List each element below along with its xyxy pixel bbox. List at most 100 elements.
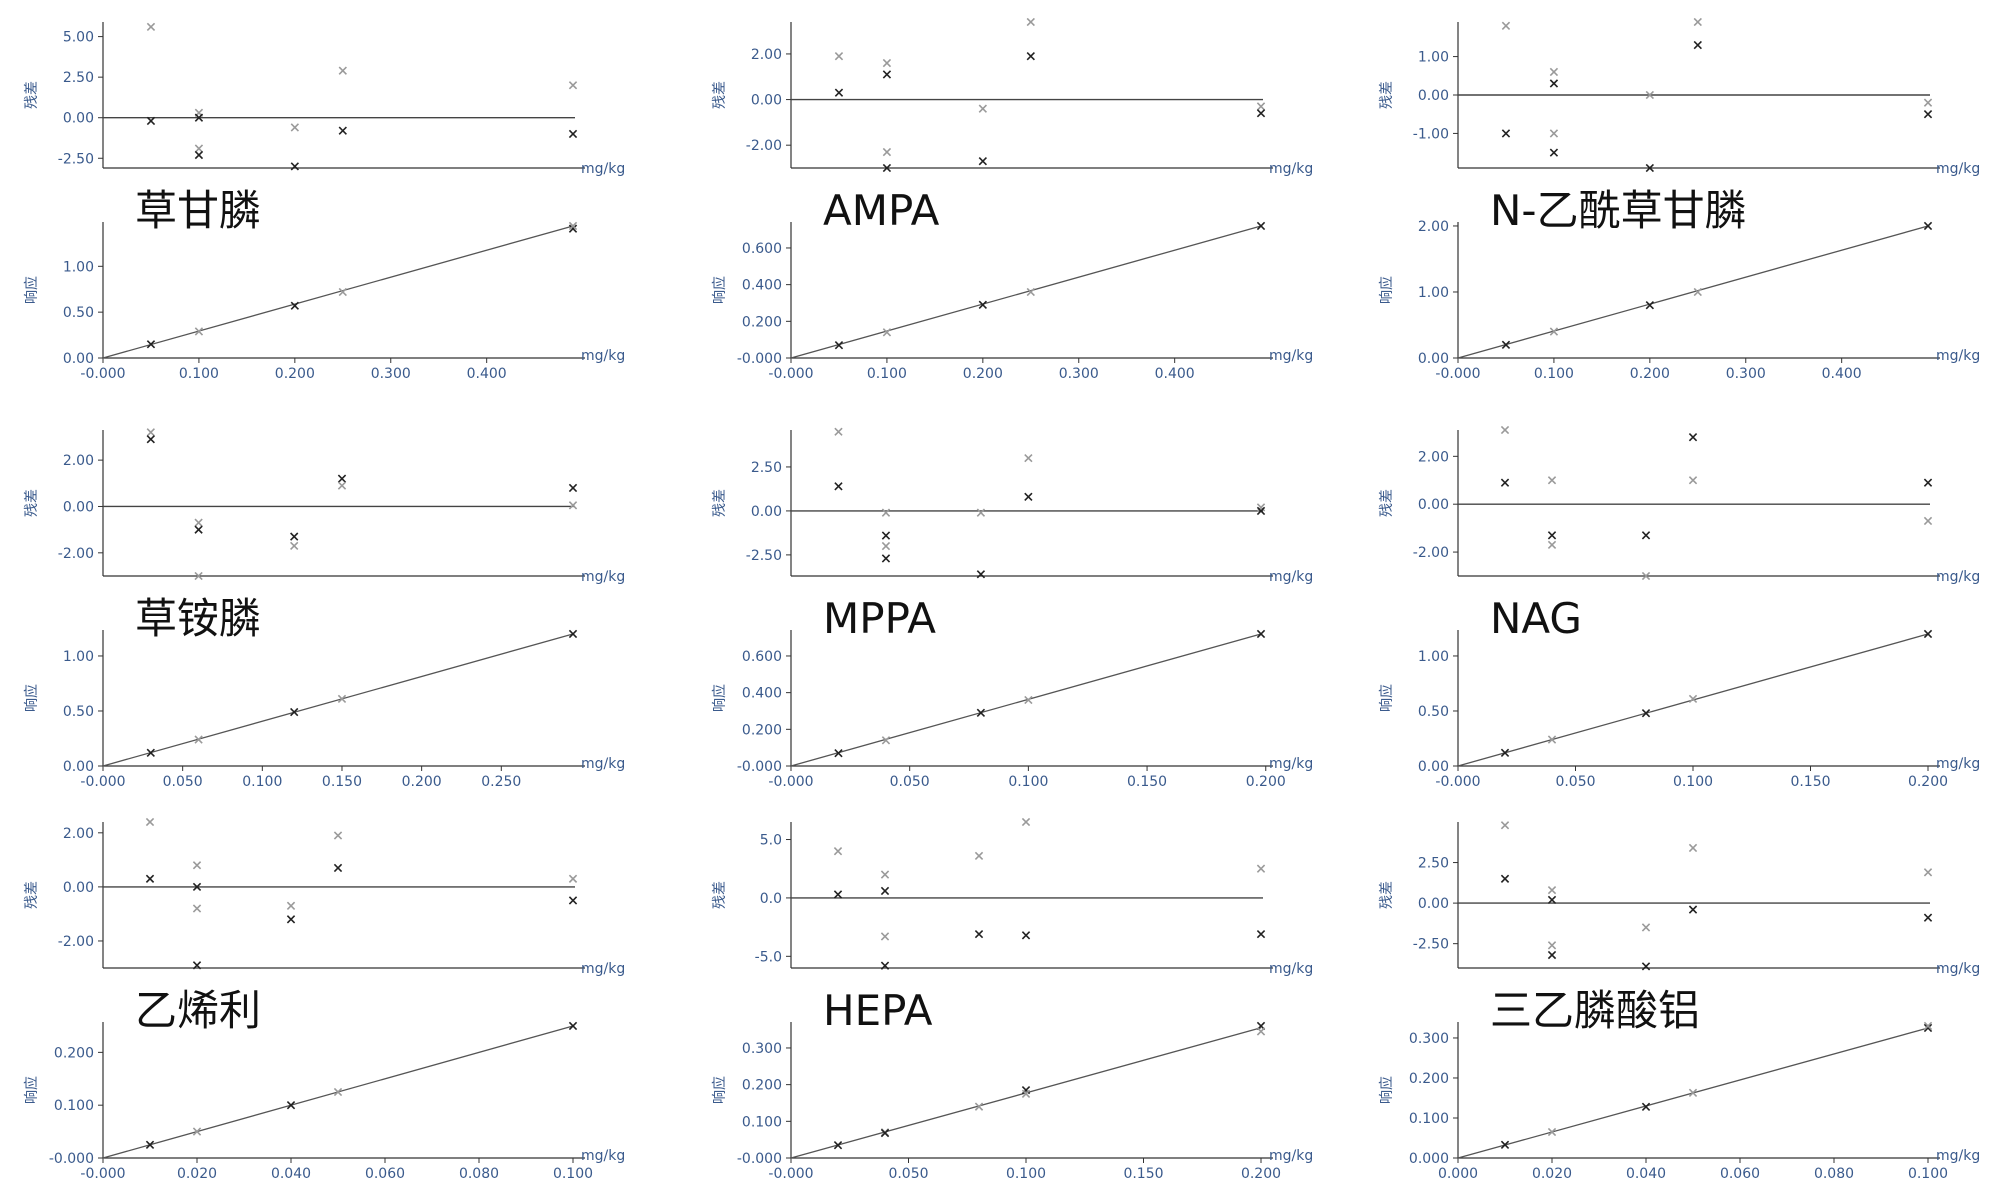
calibration-x-tick-label: 0.100 — [1908, 1166, 1948, 1182]
calibration-plot: 0.200 0.100 -0.000-0.000 0.020 0.040 0.060 0.0… — [23, 1021, 625, 1182]
residual-point — [146, 22, 156, 32]
calibration-y-tick-label: 0.100 — [54, 1098, 94, 1114]
residual-point — [1256, 109, 1266, 118]
calibration-x-tick-label: 0.040 — [1626, 1166, 1666, 1182]
residual-point — [1923, 913, 1933, 922]
compound-panel: 2.50 0.00 -2.50 残差 mg/kg 0.300 0.200 0.100 0.000… — [1355, 800, 2000, 1199]
residual-y-label: 残差 — [24, 81, 40, 109]
residual-y-tick-label: 0.00 — [63, 111, 94, 127]
residual-point — [290, 541, 299, 551]
calibration-y-tick-label: 0.50 — [1418, 704, 1449, 720]
calibration-x-tick-label: 0.100 — [179, 366, 219, 382]
calibration-y-tick-label: -0.000 — [737, 1151, 782, 1167]
calibration-x-unit: mg/kg — [581, 1148, 625, 1164]
residual-y-label: 残差 — [712, 81, 728, 109]
compound-panel: 5.0 0.0 -5.0 残差 mg/kg 0.300 0.200 0.100 -0.000 -0… — [688, 800, 1354, 1199]
calibration-y-label: 响应 — [711, 684, 728, 712]
calibration-x-tick-label: 0.250 — [481, 774, 521, 790]
calibration-point — [1501, 340, 1511, 349]
calibration-point — [1923, 1023, 1933, 1033]
residual-point — [834, 427, 843, 436]
calibration-y-tick-label: 0.200 — [54, 1045, 94, 1061]
calibration-y-tick-label: 0.600 — [742, 241, 782, 257]
calibration-y-tick-label: 0.300 — [1409, 1031, 1449, 1047]
calibration-y-tick-label: 1.00 — [1418, 285, 1449, 301]
residual-x-unit: mg/kg — [1269, 161, 1313, 177]
calibration-point — [1021, 1089, 1031, 1098]
calibration-point — [568, 221, 578, 231]
residual-point — [1547, 531, 1557, 540]
calibration-y-tick-label: 0.50 — [63, 704, 94, 720]
residual-x-unit: mg/kg — [1936, 569, 1980, 585]
calibration-x-tick-label: -0.000 — [80, 366, 125, 382]
residual-point — [568, 501, 578, 510]
residual-point — [1547, 895, 1557, 905]
residual-y-tick-label: 1.00 — [1418, 50, 1449, 66]
residual-point — [1500, 478, 1510, 487]
residual-y-label: 残差 — [712, 881, 728, 909]
calibration-y-tick-label: 0.100 — [742, 1114, 782, 1130]
calibration-y-tick-label: 1.00 — [63, 259, 94, 275]
residual-point — [974, 929, 984, 939]
calibration-plot: 1.00 0.50 0.00-0.000 0.050 0.100 0.150 0.200 0.… — [23, 629, 625, 790]
compound-name: AMPA — [823, 186, 940, 235]
residual-point — [1688, 843, 1698, 853]
residual-y-tick-label: -2.00 — [58, 546, 94, 562]
calibration-x-tick-label: 0.060 — [1720, 1166, 1760, 1182]
residual-point — [882, 70, 892, 79]
residual-y-tick-label: 0.00 — [63, 880, 94, 896]
calibration-x-tick-label: 0.200 — [1908, 774, 1948, 790]
residual-point — [1549, 67, 1559, 77]
residual-point — [1021, 817, 1031, 827]
calibration-x-tick-label: 0.100 — [242, 774, 282, 790]
residual-y-tick-label: 2.00 — [1418, 449, 1449, 465]
residual-point — [1547, 885, 1557, 895]
panel-chart-svg: 2.00 0.00 -2.00 残差 mg/kg 0.200 0.100 -0.000-0.0… — [23, 817, 625, 1182]
calibration-point — [1026, 287, 1035, 297]
calibration-point — [1256, 221, 1266, 231]
calibration-y-tick-label: 0.200 — [1409, 1071, 1449, 1087]
calibration-y-tick-label: -0.000 — [737, 759, 782, 775]
residual-point — [1024, 453, 1033, 463]
calibration-fit-line — [790, 225, 1262, 359]
residual-point — [1641, 923, 1651, 932]
residual-x-unit: mg/kg — [1269, 569, 1313, 585]
calibration-fit-line — [1457, 225, 1929, 359]
calibration-y-tick-label: 0.50 — [63, 305, 94, 321]
residual-point — [880, 870, 890, 879]
calibration-point — [145, 1140, 155, 1149]
residual-plot: 1.00 0.00 -1.00 残差 mg/kg — [1379, 17, 1980, 177]
calibration-fit-line — [102, 225, 574, 359]
compound-panel: 2.00 0.00 -2.00 残差 mg/kg 0.600 0.400 0.200 -0.00… — [688, 0, 1354, 399]
calibration-x-tick-label: 0.400 — [1822, 366, 1862, 382]
calibration-plot: 0.600 0.400 0.200 -0.000-0.000 0.100 0.200 0.3… — [711, 221, 1313, 382]
calibration-plot: 1.00 0.50 0.00-0.000 0.050 0.100 0.150 0.200 响应… — [1378, 629, 1980, 790]
compound-panel: 1.00 0.00 -1.00 残差 mg/kg 2.00 1.00 0.00 -0.000 0.… — [1355, 0, 2000, 399]
calibration-point — [882, 328, 892, 337]
residual-point — [880, 886, 890, 896]
residual-y-tick-label: 0.0 — [760, 891, 782, 907]
calibration-point — [333, 1087, 343, 1097]
residual-x-unit: mg/kg — [581, 961, 625, 977]
calibration-point — [1641, 1102, 1651, 1111]
calibration-x-unit: mg/kg — [1936, 348, 1980, 364]
residual-y-tick-label: 0.00 — [1418, 88, 1449, 104]
residual-plot: 2.00 0.00 -2.00 残差 mg/kg — [1379, 425, 1980, 585]
residual-point — [1500, 821, 1510, 830]
calibration-plot: 0.600 0.400 0.200 -0.000-0.000 0.050 0.100 0.1… — [711, 629, 1313, 790]
calibration-point — [1688, 1088, 1698, 1097]
calibration-y-label: 响应 — [1378, 1076, 1395, 1104]
residual-point — [1021, 931, 1031, 940]
calibration-x-tick-label: 0.060 — [365, 1166, 405, 1182]
calibration-point — [834, 748, 843, 758]
residual-point — [1547, 540, 1557, 550]
residual-plot: 5.00 2.50 0.00 -2.50 残差 mg/kg — [24, 22, 625, 177]
residual-y-tick-label: -2.00 — [1413, 545, 1449, 561]
residual-point — [568, 129, 578, 139]
calibration-x-unit: mg/kg — [1936, 756, 1980, 772]
calibration-x-tick-label: -0.000 — [80, 1166, 125, 1182]
residual-y-tick-label: -5.0 — [755, 949, 782, 965]
residual-point — [1923, 868, 1933, 877]
calibration-x-tick-label: 0.200 — [275, 366, 315, 382]
